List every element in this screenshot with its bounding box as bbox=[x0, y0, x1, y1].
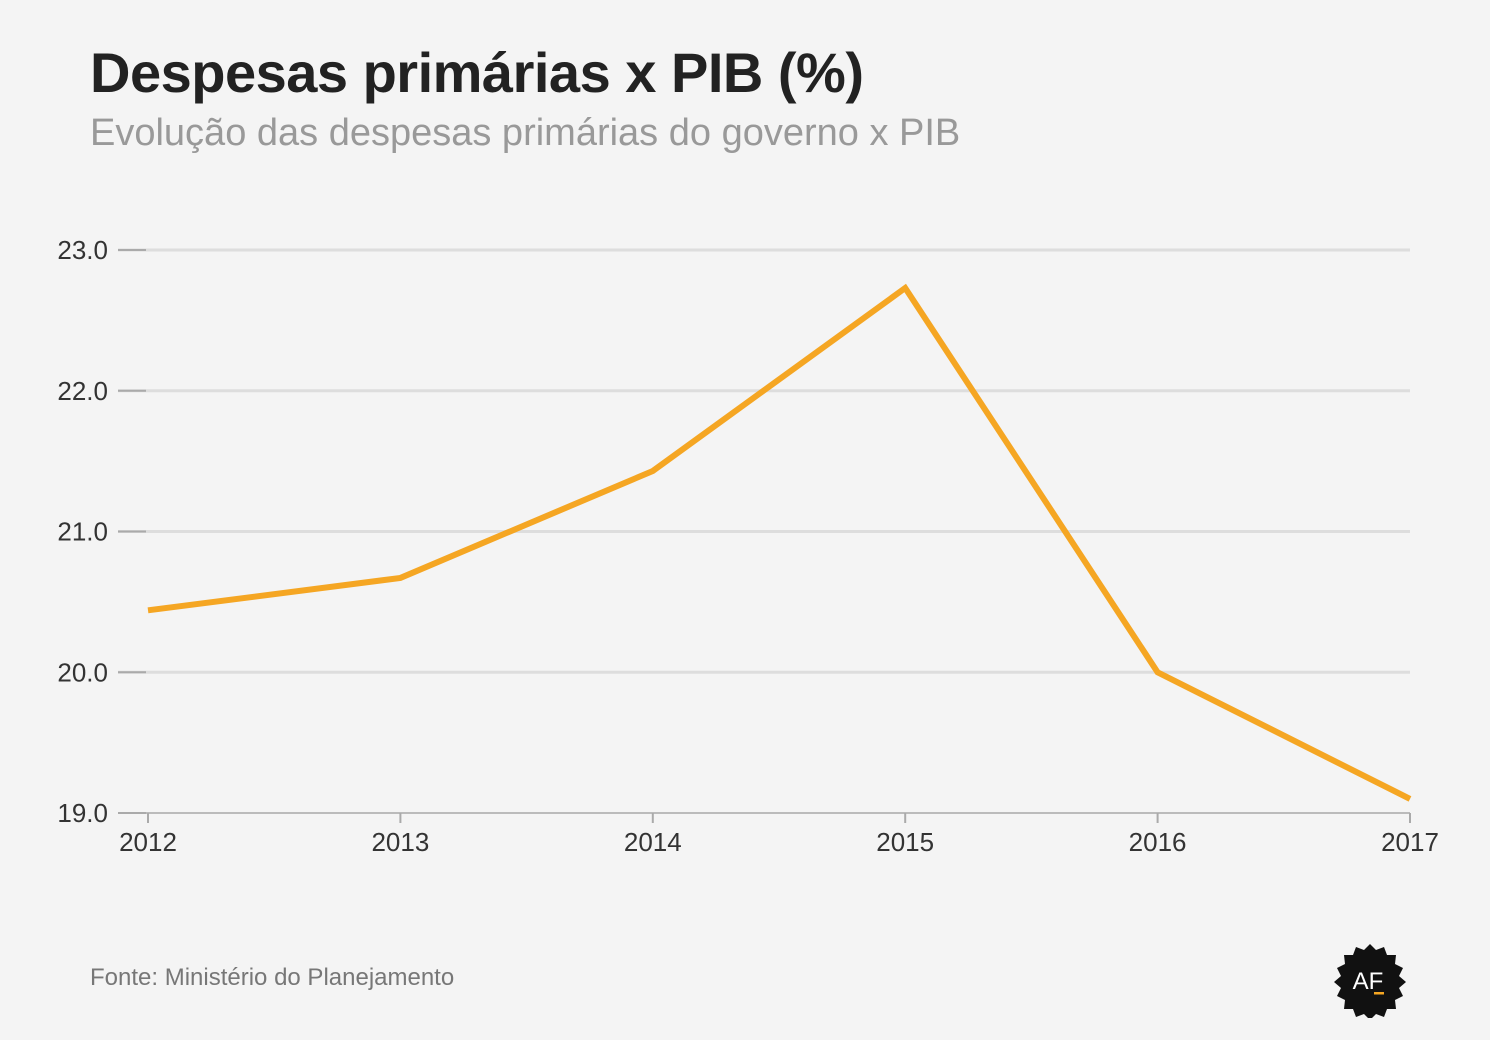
y-tick-label: 21.0 bbox=[57, 517, 108, 547]
x-tick-label: 2015 bbox=[876, 827, 934, 857]
x-tick-label: 2017 bbox=[1381, 827, 1439, 857]
series-line bbox=[147, 283, 1412, 802]
source-note: Fonte: Ministério do Planejamento bbox=[90, 964, 455, 991]
logo-accent bbox=[1374, 992, 1384, 995]
logo-text: AF bbox=[1353, 968, 1384, 995]
line-chart: 19.0 20.0 21.0 22.0 23.0 2012 2013 2014 2015 2016… bbox=[57, 235, 1439, 857]
logo-badge bbox=[1334, 944, 1406, 1018]
chart-subtitle: Evolução das despesas primárias do gover… bbox=[90, 112, 961, 154]
y-tick-label: 19.0 bbox=[57, 798, 108, 828]
brand-logo: AF bbox=[1334, 944, 1406, 1018]
y-tick-label: 20.0 bbox=[57, 657, 108, 687]
x-tick-label: 2016 bbox=[1129, 827, 1187, 857]
x-tick-label: 2014 bbox=[624, 827, 682, 857]
y-tick-label: 23.0 bbox=[57, 235, 108, 265]
chart-title: Despesas primárias x PIB (%) bbox=[90, 41, 864, 104]
x-tick-label: 2012 bbox=[119, 827, 177, 857]
y-tick-label: 22.0 bbox=[57, 376, 108, 406]
x-tick-label: 2013 bbox=[371, 827, 429, 857]
